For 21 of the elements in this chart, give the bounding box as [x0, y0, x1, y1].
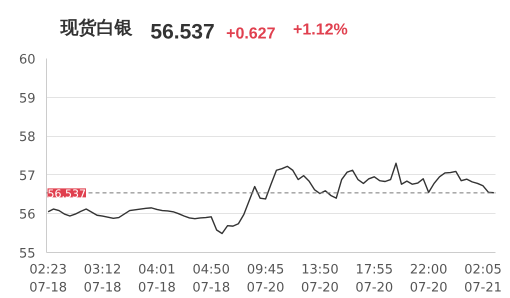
ref-line-label: 56.537 [48, 187, 86, 200]
line-series [47, 162, 495, 234]
text: +0.627 [226, 26, 276, 42]
y-tick-label: 60 [18, 52, 36, 68]
x-tick-label: 04:01 07-18 [138, 262, 176, 296]
x-tick-label: 09:45 07-20 [246, 262, 284, 296]
y-tick-label: 55 [18, 246, 36, 262]
x-tick-label: 02:23 07-18 [29, 262, 68, 296]
x-tick-label: 22:00 07-20 [410, 262, 448, 296]
x-tick-label: 03:12 07-18 [84, 262, 122, 296]
x-tick-label: 02:05 07-21 [464, 262, 502, 296]
y-tick-label: 56 [18, 208, 36, 223]
y-tick-label: 58 [18, 130, 36, 146]
x-tick-label: 04:50 07-18 [192, 262, 230, 296]
text: +1.12% [293, 22, 348, 38]
x-tick-label: 13:50 07-20 [301, 262, 339, 296]
chart-title: 现货白银 [60, 18, 134, 38]
x-tick-label: 17:55 07-20 [355, 262, 394, 296]
y-tick-label: 57 [18, 168, 36, 184]
text: 56.537 [150, 20, 215, 44]
y-tick-label: 59 [18, 91, 36, 106]
